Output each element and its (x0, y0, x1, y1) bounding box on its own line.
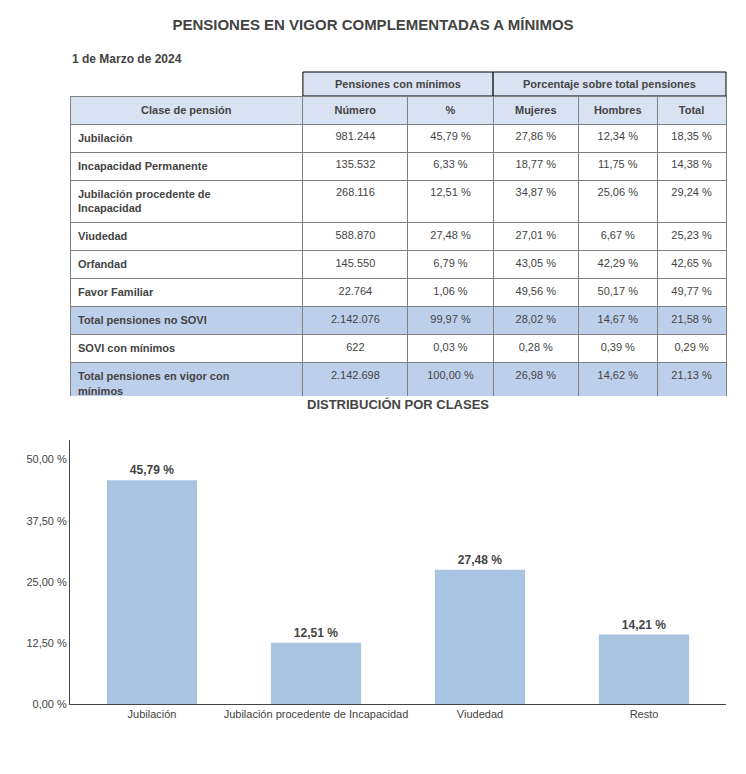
svg-text:Número: Número (334, 104, 376, 116)
svg-text:26,98 %: 26,98 % (516, 369, 557, 381)
svg-text:42,65 %: 42,65 % (671, 257, 712, 269)
svg-text:981.244: 981.244 (335, 130, 375, 142)
svg-text:34,87 %: 34,87 % (516, 186, 557, 198)
svg-text:14,21 %: 14,21 % (622, 618, 666, 632)
svg-text:49,77 %: 49,77 % (671, 285, 712, 297)
svg-text:Viudedad: Viudedad (457, 708, 503, 720)
svg-text:0,28 %: 0,28 % (519, 341, 553, 353)
svg-text:45,79 %: 45,79 % (130, 463, 174, 477)
svg-text:12,50 %: 12,50 % (26, 637, 67, 649)
svg-text:588.870: 588.870 (335, 229, 375, 241)
svg-text:Total pensiones no SOVI: Total pensiones no SOVI (78, 314, 207, 326)
svg-text:Total: Total (679, 104, 704, 116)
svg-text:11,75 %: 11,75 % (598, 158, 638, 170)
svg-text:18,35 %: 18,35 % (671, 130, 712, 142)
svg-text:Resto: Resto (630, 708, 659, 720)
svg-text:29,24 %: 29,24 % (671, 186, 712, 198)
svg-text:45,79 %: 45,79 % (430, 130, 471, 142)
svg-text:0,03 %: 0,03 % (433, 341, 467, 353)
svg-text:12,34 %: 12,34 % (598, 130, 639, 142)
svg-text:Orfandad: Orfandad (78, 258, 127, 270)
svg-text:0,00 %: 0,00 % (33, 698, 67, 710)
svg-text:Jubilación procedente deIncapa: Jubilación procedente deIncapacidad (78, 188, 211, 214)
svg-text:Mujeres: Mujeres (515, 104, 557, 116)
svg-text:27,86 %: 27,86 % (516, 130, 557, 142)
svg-text:Jubilación: Jubilación (78, 132, 133, 144)
svg-text:Incapacidad Permanente: Incapacidad Permanente (78, 160, 208, 172)
svg-text:268.116: 268.116 (336, 186, 375, 198)
svg-text:14,38 %: 14,38 % (671, 158, 712, 170)
svg-text:27,48 %: 27,48 % (458, 553, 502, 567)
svg-text:1 de Marzo de 2024: 1 de Marzo de 2024 (72, 52, 182, 66)
svg-text:Viudedad: Viudedad (78, 230, 127, 242)
svg-text:14,67 %: 14,67 % (598, 313, 639, 325)
svg-text:100,00 %: 100,00 % (427, 369, 474, 381)
svg-text:1,06 %: 1,06 % (433, 285, 467, 297)
svg-text:27,01 %: 27,01 % (516, 229, 557, 241)
svg-text:Hombres: Hombres (594, 104, 642, 116)
svg-text:2.142.076: 2.142.076 (331, 313, 380, 325)
svg-text:25,00 %: 25,00 % (26, 576, 67, 588)
svg-text:SOVI con mínimos: SOVI con mínimos (78, 342, 175, 354)
svg-text:27,48 %: 27,48 % (430, 229, 471, 241)
svg-text:37,50 %: 37,50 % (26, 515, 67, 527)
svg-text:28,02 %: 28,02 % (516, 313, 557, 325)
svg-text:Jubilación procedente de Incap: Jubilación procedente de Incapacidad (224, 708, 409, 720)
svg-text:PENSIONES EN VIGOR COMPLEMENTA: PENSIONES EN VIGOR COMPLEMENTADAS A MÍNI… (172, 16, 573, 33)
svg-text:Favor Familiar: Favor Familiar (78, 286, 154, 298)
svg-text:6,33 %: 6,33 % (433, 158, 467, 170)
svg-text:Pensiones con mínimos: Pensiones con mínimos (335, 78, 461, 90)
svg-text:DISTRIBUCIÓN POR CLASES: DISTRIBUCIÓN POR CLASES (307, 397, 489, 412)
svg-text:25,23 %: 25,23 % (671, 229, 712, 241)
svg-text:12,51 %: 12,51 % (430, 186, 471, 198)
svg-text:%: % (445, 104, 455, 116)
svg-text:622: 622 (346, 341, 364, 353)
svg-text:Jubilación: Jubilación (128, 708, 177, 720)
svg-text:43,05 %: 43,05 % (516, 257, 557, 269)
svg-text:14,62 %: 14,62 % (598, 369, 639, 381)
svg-text:6,67 %: 6,67 % (601, 229, 635, 241)
svg-text:0,29 %: 0,29 % (674, 341, 708, 353)
svg-text:99,97 %: 99,97 % (430, 313, 471, 325)
svg-text:0,39 %: 0,39 % (601, 341, 635, 353)
svg-text:49,56 %: 49,56 % (516, 285, 557, 297)
svg-text:Porcentaje sobre total pension: Porcentaje sobre total pensiones (523, 78, 696, 90)
svg-text:2.142.698: 2.142.698 (331, 369, 380, 381)
svg-text:42,29 %: 42,29 % (598, 257, 639, 269)
svg-text:Total pensiones en vigor conmí: Total pensiones en vigor conmínimos (78, 370, 230, 396)
svg-text:18,77 %: 18,77 % (516, 158, 557, 170)
svg-text:12,51 %: 12,51 % (294, 626, 338, 640)
svg-text:50,17 %: 50,17 % (598, 285, 639, 297)
svg-text:145.550: 145.550 (335, 257, 375, 269)
svg-text:22.764: 22.764 (339, 285, 373, 297)
svg-text:Clase de pensión: Clase de pensión (141, 104, 232, 116)
svg-text:25,06 %: 25,06 % (598, 186, 639, 198)
svg-text:135.532: 135.532 (335, 158, 375, 170)
svg-text:6,79 %: 6,79 % (433, 257, 467, 269)
svg-text:21,58 %: 21,58 % (671, 313, 712, 325)
svg-text:50,00 %: 50,00 % (26, 453, 67, 465)
svg-text:21,13 %: 21,13 % (671, 369, 712, 381)
